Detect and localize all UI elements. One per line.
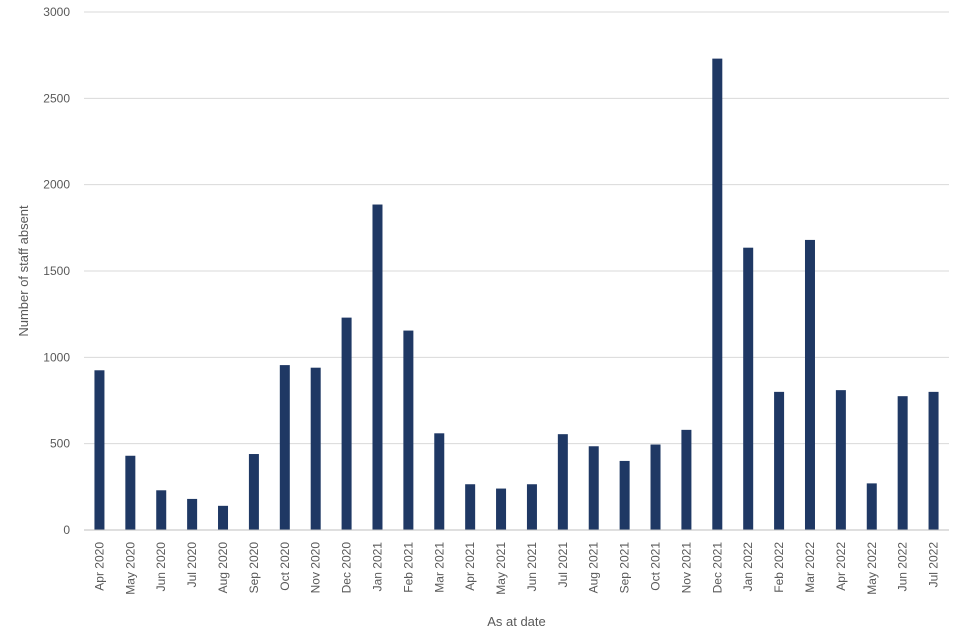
x-axis-ticks: Apr 2020 May 2020 Jun 2020 Jul 2020 Aug 2020… bbox=[92, 542, 940, 595]
x-tick-label: Aug 2020 bbox=[216, 542, 230, 594]
bar bbox=[434, 433, 445, 530]
x-tick-label: Feb 2021 bbox=[401, 542, 415, 593]
bar bbox=[372, 204, 383, 531]
x-tick-label: Jan 2022 bbox=[741, 542, 755, 592]
y-axis-title: Number of staff absent bbox=[16, 205, 31, 337]
y-tick-label: 500 bbox=[50, 437, 70, 451]
bar bbox=[125, 455, 136, 530]
bar bbox=[248, 454, 259, 530]
x-tick-label: Mar 2022 bbox=[803, 542, 817, 593]
x-tick-label: Nov 2020 bbox=[309, 542, 323, 594]
bar bbox=[804, 239, 815, 531]
bar bbox=[774, 391, 785, 530]
bar bbox=[928, 391, 939, 530]
x-tick-label: Jun 2022 bbox=[896, 542, 910, 592]
x-tick-label: May 2020 bbox=[123, 542, 137, 595]
x-tick-label: Nov 2021 bbox=[679, 542, 693, 594]
x-tick-label: Apr 2021 bbox=[463, 542, 477, 591]
x-axis-title: As at date bbox=[487, 614, 546, 629]
bar bbox=[187, 498, 198, 530]
y-tick-label: 2000 bbox=[43, 178, 70, 192]
y-tick-label: 0 bbox=[63, 523, 70, 537]
x-tick-label: Mar 2021 bbox=[432, 542, 446, 593]
x-tick-label: Aug 2021 bbox=[587, 542, 601, 594]
bar bbox=[341, 317, 352, 530]
bar bbox=[156, 490, 167, 530]
bar bbox=[279, 365, 290, 530]
bar bbox=[403, 330, 414, 530]
x-tick-label: Oct 2021 bbox=[649, 542, 663, 591]
x-tick-label: Apr 2022 bbox=[834, 542, 848, 591]
x-tick-label: Apr 2020 bbox=[92, 542, 106, 591]
bar bbox=[310, 367, 321, 530]
bar bbox=[557, 434, 568, 530]
y-tick-label: 2500 bbox=[43, 91, 70, 105]
y-axis-ticks: 0 500 1000 1500 2000 2500 3000 bbox=[43, 5, 70, 537]
bars bbox=[94, 58, 939, 531]
bar bbox=[897, 396, 908, 530]
x-tick-label: Oct 2020 bbox=[278, 542, 292, 591]
bar bbox=[496, 488, 507, 530]
gridlines bbox=[84, 11, 949, 445]
x-tick-label: Jul 2020 bbox=[185, 542, 199, 588]
bar bbox=[650, 444, 661, 530]
x-tick-label: Jun 2020 bbox=[154, 542, 168, 592]
y-tick-label: 3000 bbox=[43, 5, 70, 19]
x-tick-label: Sep 2020 bbox=[247, 542, 261, 594]
x-tick-label: May 2021 bbox=[494, 542, 508, 595]
x-tick-label: Jun 2021 bbox=[525, 542, 539, 592]
bar bbox=[465, 484, 476, 530]
y-tick-label: 1500 bbox=[43, 264, 70, 278]
x-tick-label: Jan 2021 bbox=[370, 542, 384, 592]
bar bbox=[218, 505, 229, 530]
bar bbox=[866, 483, 877, 530]
x-tick-label: Sep 2021 bbox=[618, 542, 632, 594]
y-tick-label: 1000 bbox=[43, 350, 70, 364]
x-tick-label: Jul 2021 bbox=[556, 542, 570, 588]
x-tick-label: Dec 2020 bbox=[340, 542, 354, 594]
x-tick-label: Feb 2022 bbox=[772, 542, 786, 593]
bar bbox=[712, 58, 723, 531]
bar bbox=[743, 247, 754, 530]
bar bbox=[94, 370, 105, 530]
bar bbox=[619, 460, 630, 530]
x-tick-label: Jul 2022 bbox=[927, 542, 941, 588]
bar bbox=[526, 484, 537, 530]
x-tick-label: May 2022 bbox=[865, 542, 879, 595]
bar bbox=[681, 429, 692, 530]
bar bbox=[835, 390, 846, 530]
x-tick-label: Dec 2021 bbox=[710, 542, 724, 594]
bar bbox=[588, 446, 599, 530]
